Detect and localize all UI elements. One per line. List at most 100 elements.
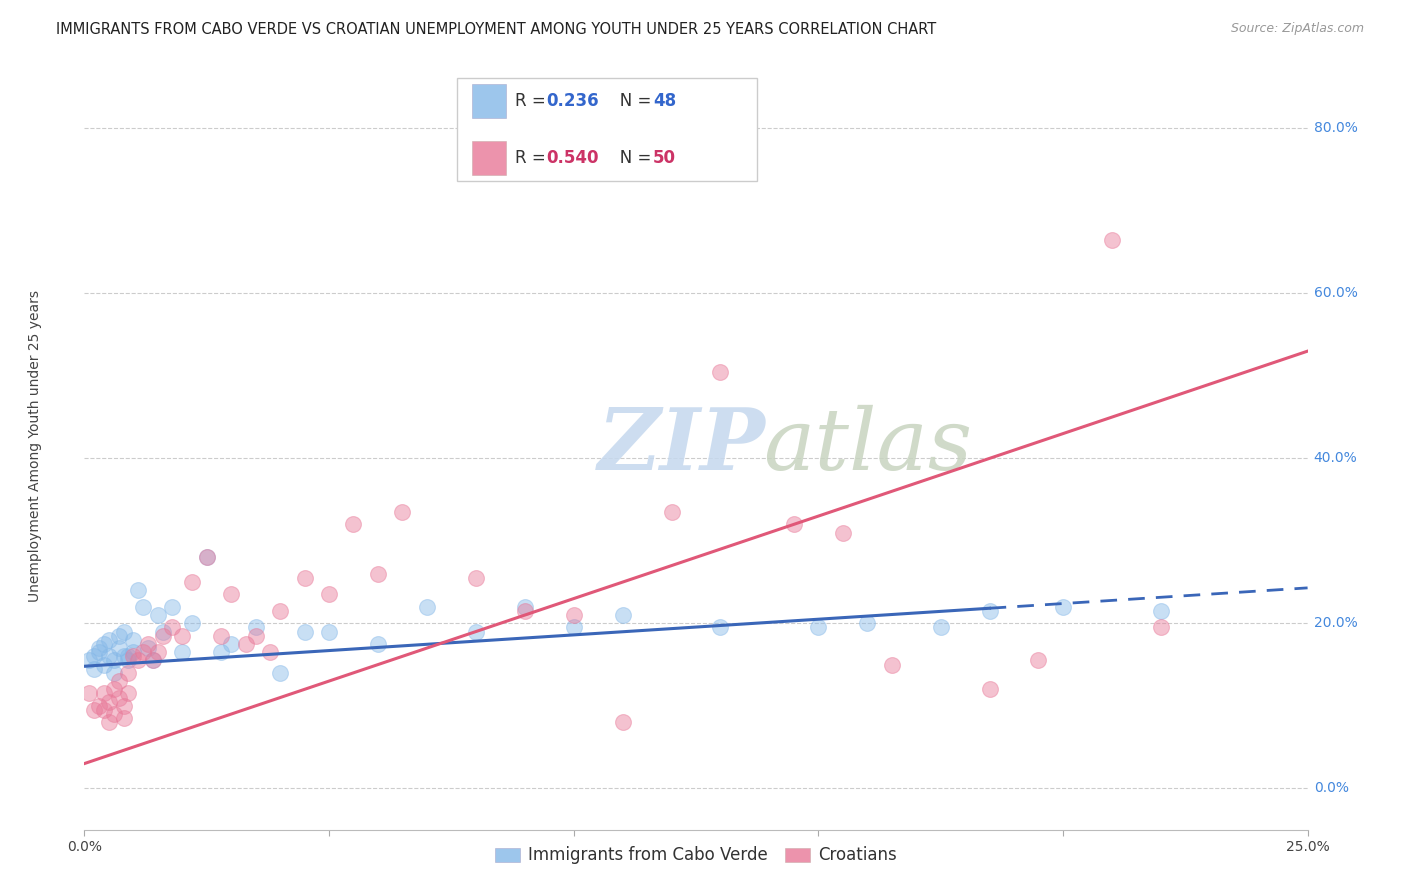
Legend: Immigrants from Cabo Verde, Croatians: Immigrants from Cabo Verde, Croatians (488, 839, 904, 871)
Point (318, 587, 340, 601)
Point (112, 649, 135, 664)
Point (77, 686, 100, 700)
Point (127, 653, 149, 667)
Point (979, 682, 1001, 697)
Text: 50: 50 (654, 149, 676, 167)
Point (117, 653, 139, 667)
Point (416, 599, 439, 614)
Point (107, 641, 129, 656)
Point (195, 550, 218, 565)
Text: ZIP: ZIP (598, 404, 766, 488)
Point (152, 624, 174, 639)
Text: R =: R = (515, 149, 551, 167)
Point (513, 599, 536, 614)
Point (83, 703, 105, 717)
Point (562, 608, 585, 623)
Point (112, 698, 135, 713)
Text: atlas: atlas (763, 405, 973, 487)
Point (97, 695, 120, 709)
Point (181, 616, 204, 631)
Point (77, 653, 100, 667)
Point (122, 632, 145, 647)
Point (107, 674, 129, 689)
Point (929, 620, 952, 634)
Point (83, 649, 105, 664)
Point (219, 587, 242, 601)
Text: Unemployment Among Youth under 25 years: Unemployment Among Youth under 25 years (28, 290, 42, 602)
Point (245, 620, 267, 634)
Point (162, 599, 184, 614)
Text: N =: N = (605, 149, 657, 167)
Point (294, 624, 316, 639)
Point (661, 505, 683, 519)
Text: N =: N = (605, 92, 657, 111)
Point (97, 632, 120, 647)
Point (219, 637, 242, 651)
Point (87, 641, 110, 656)
Point (132, 599, 155, 614)
Point (318, 624, 340, 639)
Point (97, 649, 120, 664)
FancyBboxPatch shape (457, 78, 758, 181)
Point (127, 583, 149, 598)
Point (103, 665, 125, 680)
Point (146, 645, 169, 659)
Point (464, 571, 486, 585)
Point (93, 703, 115, 717)
Point (709, 365, 731, 379)
Point (146, 608, 169, 623)
Point (181, 575, 204, 590)
Point (235, 637, 257, 651)
Point (807, 620, 830, 634)
Text: 0.0%: 0.0% (1313, 781, 1348, 796)
Point (1101, 233, 1123, 247)
Point (209, 645, 232, 659)
Point (245, 629, 267, 643)
Text: R =: R = (515, 92, 551, 111)
Text: 40.0%: 40.0% (1313, 451, 1357, 466)
Point (83, 662, 105, 676)
Point (172, 629, 194, 643)
Point (342, 517, 364, 532)
FancyBboxPatch shape (472, 84, 506, 119)
Point (97, 715, 120, 730)
Point (464, 624, 486, 639)
Point (367, 637, 389, 651)
Text: 60.0%: 60.0% (1313, 286, 1358, 301)
Point (93, 637, 115, 651)
Point (1150, 604, 1173, 618)
Point (117, 665, 139, 680)
Point (93, 686, 115, 700)
Point (162, 620, 184, 634)
Point (132, 645, 155, 659)
Point (136, 637, 159, 651)
Point (259, 645, 281, 659)
Point (122, 645, 145, 659)
Point (294, 571, 316, 585)
Point (87, 645, 110, 659)
Text: 80.0%: 80.0% (1313, 121, 1358, 136)
Text: 0.236: 0.236 (547, 92, 599, 111)
Point (142, 653, 165, 667)
Point (152, 629, 174, 643)
Point (979, 604, 1001, 618)
Point (562, 620, 585, 634)
Point (107, 629, 129, 643)
Point (269, 604, 291, 618)
FancyBboxPatch shape (472, 141, 506, 175)
Point (107, 690, 129, 705)
Point (112, 711, 135, 725)
Point (103, 653, 125, 667)
Point (172, 645, 194, 659)
Point (612, 608, 634, 623)
Point (1028, 653, 1050, 667)
Point (269, 665, 291, 680)
Point (142, 653, 165, 667)
Point (112, 624, 135, 639)
Point (209, 629, 232, 643)
Point (612, 715, 634, 730)
Point (1150, 620, 1173, 634)
Text: 48: 48 (654, 92, 676, 111)
Point (117, 649, 139, 664)
Point (856, 616, 879, 631)
